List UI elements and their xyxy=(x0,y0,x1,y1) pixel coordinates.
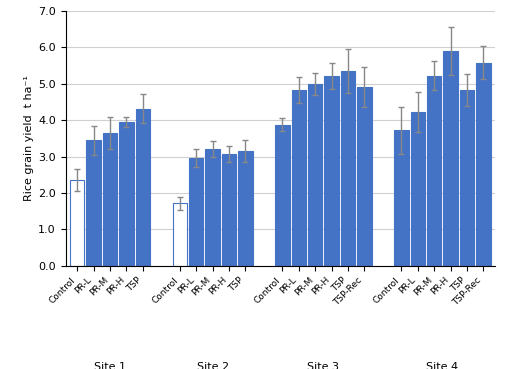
Bar xyxy=(135,108,150,266)
Bar xyxy=(119,122,134,266)
Bar xyxy=(460,90,474,266)
Bar xyxy=(222,154,236,266)
Bar xyxy=(206,149,220,266)
Bar xyxy=(308,84,322,266)
Bar xyxy=(394,130,409,266)
Bar xyxy=(238,151,252,266)
Bar xyxy=(411,112,425,266)
Bar xyxy=(189,158,204,266)
Bar xyxy=(443,51,458,266)
Bar xyxy=(275,125,289,266)
Bar xyxy=(70,180,84,266)
Y-axis label: Rice grain yield  t ha⁻¹: Rice grain yield t ha⁻¹ xyxy=(24,75,34,201)
Bar xyxy=(357,87,372,266)
Bar xyxy=(86,140,101,266)
Text: Site 1: Site 1 xyxy=(94,362,126,369)
Text: Site 2: Site 2 xyxy=(196,362,229,369)
Bar xyxy=(341,71,355,266)
Bar xyxy=(173,203,187,266)
Bar xyxy=(103,133,117,266)
Bar xyxy=(476,63,491,266)
Bar xyxy=(291,90,306,266)
Text: Site 4: Site 4 xyxy=(426,362,459,369)
Bar xyxy=(324,76,339,266)
Text: Site 3: Site 3 xyxy=(308,362,339,369)
Bar xyxy=(427,76,441,266)
